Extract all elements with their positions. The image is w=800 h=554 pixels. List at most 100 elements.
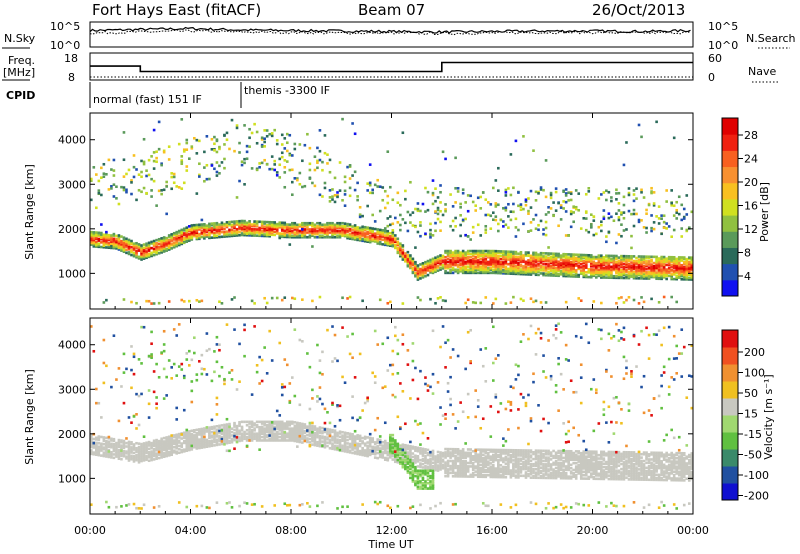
power-cell — [527, 251, 530, 254]
power-cell — [293, 231, 297, 234]
power-cell — [331, 228, 334, 231]
power-cell — [592, 268, 596, 271]
power-cell — [514, 264, 518, 268]
power-cell — [125, 242, 128, 245]
velocity-cell — [373, 456, 377, 459]
power-cell — [391, 235, 395, 239]
power-cell — [230, 233, 234, 236]
velocity-cell — [170, 436, 173, 440]
power-cell — [218, 223, 221, 226]
velocity-cell — [333, 333, 337, 337]
power-cell — [137, 188, 141, 192]
power-cell — [419, 209, 422, 213]
power-cell — [383, 237, 387, 240]
power-cell — [180, 241, 184, 244]
power-cell — [215, 174, 219, 177]
velocity-cell — [333, 436, 337, 439]
velocity-cell — [311, 428, 314, 431]
power-cell — [107, 243, 111, 246]
power-cell — [165, 180, 168, 184]
power-cell — [645, 274, 648, 277]
power-cell — [175, 232, 179, 235]
power-cell — [564, 270, 568, 273]
velocity-cell — [142, 503, 146, 507]
power-cell — [155, 251, 158, 254]
velocity-cell — [175, 450, 179, 453]
power-cell — [346, 233, 349, 237]
velocity-cell — [200, 353, 204, 357]
power-cell — [200, 235, 204, 239]
power-cell — [615, 274, 618, 278]
velocity-cell — [296, 426, 299, 430]
power-cell — [215, 234, 219, 237]
power-cell — [615, 188, 618, 192]
power-cell — [479, 257, 483, 261]
power-cell — [534, 253, 538, 256]
power-cell — [635, 276, 638, 280]
power-cell — [152, 253, 156, 257]
power-cell — [449, 251, 452, 254]
power-cell — [414, 246, 417, 249]
nave-tick-top: 60 — [708, 52, 722, 65]
power-cell — [559, 255, 563, 259]
power-cell — [492, 218, 495, 222]
power-cell — [404, 189, 407, 193]
velocity-cell — [258, 439, 261, 442]
power-cell — [233, 221, 236, 225]
power-cell — [165, 236, 168, 240]
power-cell — [411, 270, 415, 273]
power-cell — [243, 221, 246, 224]
power-cell — [152, 128, 156, 132]
power-cell — [416, 270, 420, 274]
power-cell — [650, 275, 653, 279]
power-cell — [348, 194, 352, 198]
power-cell — [645, 260, 648, 263]
power-cell — [665, 271, 668, 275]
power-cell — [481, 271, 485, 275]
power-cell — [630, 264, 633, 267]
power-cell — [193, 223, 196, 227]
power-cell — [512, 272, 515, 276]
power-cell — [459, 257, 462, 261]
power-cell — [401, 248, 405, 252]
power-cell — [439, 201, 442, 204]
power-cell — [110, 187, 113, 190]
power-cell — [218, 231, 221, 234]
velocity-cell — [170, 450, 173, 453]
velocity-cell — [187, 440, 191, 443]
power-cell — [296, 235, 299, 239]
velocity-cell — [351, 416, 354, 420]
velocity-cell — [147, 354, 151, 358]
power-cell — [182, 229, 186, 232]
velocity-cell — [117, 440, 121, 444]
power-cell — [175, 237, 179, 240]
power-cell — [605, 262, 608, 265]
power-cell — [665, 260, 668, 264]
power-cell — [328, 223, 332, 227]
power-cell — [90, 233, 93, 237]
velocity-cell — [361, 453, 364, 457]
power-cell — [250, 234, 254, 237]
velocity-cell — [115, 505, 118, 509]
power-cell — [162, 240, 166, 244]
velocity-cell — [311, 439, 314, 443]
power-cell — [627, 258, 631, 261]
velocity-cell — [235, 440, 239, 444]
power-cell — [293, 228, 297, 231]
velocity-cell — [198, 445, 201, 448]
power-cell — [376, 232, 380, 236]
power-cell — [497, 203, 500, 207]
power-cell — [361, 239, 364, 243]
velocity-cell — [383, 446, 387, 450]
power-cell — [577, 253, 581, 257]
velocity-cell — [187, 435, 191, 438]
power-cell — [233, 296, 236, 299]
power-cell — [497, 166, 500, 170]
power-cell — [554, 209, 558, 212]
power-cell — [514, 255, 518, 259]
power-cell — [677, 259, 681, 262]
power-cell — [660, 261, 663, 265]
power-cell — [162, 239, 166, 242]
power-cell — [220, 230, 224, 234]
power-cell — [356, 237, 359, 240]
